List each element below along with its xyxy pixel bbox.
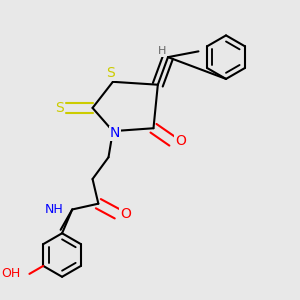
Text: S: S [55,101,64,115]
Text: H: H [158,46,166,56]
Text: N: N [110,127,120,140]
Text: O: O [175,134,186,148]
Text: NH: NH [45,203,64,216]
Text: S: S [106,66,115,80]
Text: OH: OH [2,267,21,280]
Text: O: O [120,207,131,221]
